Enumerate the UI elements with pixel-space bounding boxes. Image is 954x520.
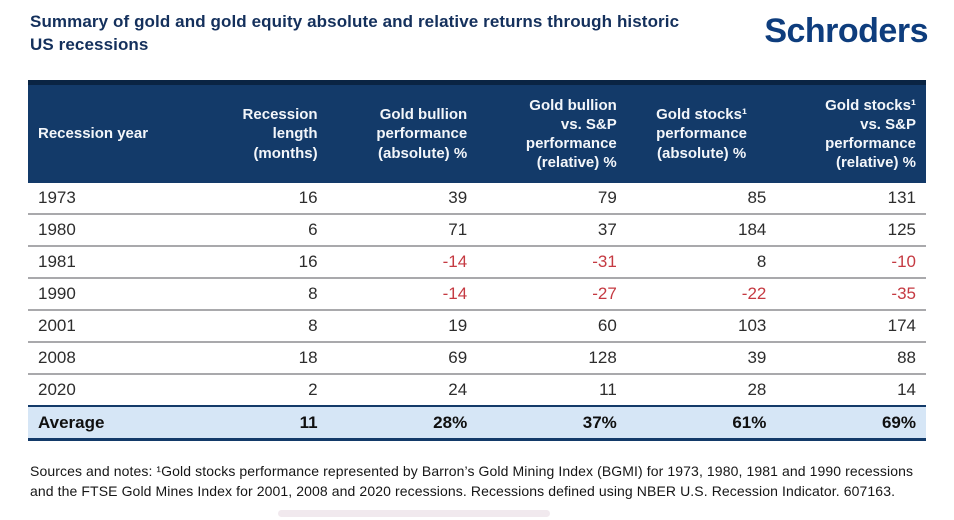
table-row-2008: 2008 18 69 128 39 88 [28, 342, 926, 375]
cell-bullion-relative: 37 [477, 214, 627, 247]
cell-bullion-absolute: 24 [327, 374, 478, 407]
table-row-1973: 1973 16 39 79 85 131 [28, 183, 926, 215]
cell-bullion-absolute: 71 [327, 214, 478, 247]
cell-bullion-relative: 79 [477, 183, 627, 215]
table-row-1980: 1980 6 71 37 184 125 [28, 214, 926, 247]
cell-recession-year: 1973 [28, 183, 178, 215]
cell-recession-length: 16 [178, 183, 328, 215]
table-header-row: Recession year Recession length (months)… [28, 80, 926, 183]
cell-bullion-relative: 11 [477, 374, 627, 407]
table-row-average: Average 11 28% 37% 61% 69% [28, 406, 926, 441]
cell-stocks-absolute: 85 [626, 183, 777, 215]
cell-recession-year: 2001 [28, 310, 178, 343]
cell-average-label: Average [28, 406, 178, 441]
table-row-1981: 1981 16 -14 -31 8 -10 [28, 246, 926, 279]
col-header-recession-year: Recession year [28, 80, 178, 183]
cell-recession-year: 2008 [28, 342, 178, 375]
cell-average-stocks-relative: 69% [776, 406, 926, 441]
cell-stocks-relative: -35 [776, 278, 926, 311]
sources-and-notes: Sources and notes: ¹Gold stocks performa… [30, 463, 914, 500]
cell-recession-year: 1981 [28, 246, 178, 279]
header-band: Summary of gold and gold equity absolute… [0, 0, 954, 57]
cell-average-bullion-relative: 37% [477, 406, 627, 441]
recession-returns-table: Recession year Recession length (months)… [28, 80, 926, 441]
cell-bullion-absolute: -14 [327, 246, 478, 279]
page-title: Summary of gold and gold equity absolute… [30, 12, 680, 55]
cell-stocks-absolute: 184 [626, 214, 777, 247]
col-header-bullion-absolute: Gold bullion performance (absolute) % [327, 80, 478, 183]
cell-stocks-relative: 125 [776, 214, 926, 247]
cell-average-bullion-absolute: 28% [327, 406, 478, 441]
cell-recession-length: 8 [178, 278, 328, 311]
cell-average-stocks-absolute: 61% [626, 406, 777, 441]
col-header-recession-length: Recession length (months) [178, 80, 328, 183]
cell-stocks-relative: 174 [776, 310, 926, 343]
col-header-bullion-relative: Gold bullion vs. S&P performance (relati… [477, 80, 627, 183]
table-body: 1973 16 39 79 85 131 1980 6 71 37 184 12… [28, 183, 926, 441]
col-header-stocks-absolute: Gold stocks¹ performance (absolute) % [626, 80, 777, 183]
cell-bullion-relative: 128 [477, 342, 627, 375]
cell-recession-length: 16 [178, 246, 328, 279]
cell-recession-length: 6 [178, 214, 328, 247]
cell-stocks-relative: 131 [776, 183, 926, 215]
cell-stocks-absolute: -22 [626, 278, 777, 311]
cell-bullion-absolute: -14 [327, 278, 478, 311]
table-row-2001: 2001 8 19 60 103 174 [28, 310, 926, 343]
cell-recession-length: 2 [178, 374, 328, 407]
cell-stocks-relative: 88 [776, 342, 926, 375]
table-header: Recession year Recession length (months)… [28, 80, 926, 183]
schroders-logo: Schroders [764, 12, 928, 50]
cell-bullion-relative: -27 [477, 278, 627, 311]
cell-recession-length: 18 [178, 342, 328, 375]
table-row-1990: 1990 8 -14 -27 -22 -35 [28, 278, 926, 311]
cell-bullion-relative: 60 [477, 310, 627, 343]
cell-bullion-relative: -31 [477, 246, 627, 279]
cell-stocks-absolute: 28 [626, 374, 777, 407]
cell-recession-length: 8 [178, 310, 328, 343]
cell-bullion-absolute: 39 [327, 183, 478, 215]
col-header-stocks-relative: Gold stocks¹ vs. S&P performance (relati… [776, 80, 926, 183]
cell-recession-year: 1980 [28, 214, 178, 247]
bottom-strip [278, 510, 550, 517]
cell-stocks-absolute: 39 [626, 342, 777, 375]
cell-bullion-absolute: 69 [327, 342, 478, 375]
cell-recession-year: 1990 [28, 278, 178, 311]
table-row-2020: 2020 2 24 11 28 14 [28, 374, 926, 407]
cell-recession-year: 2020 [28, 374, 178, 407]
cell-stocks-absolute: 103 [626, 310, 777, 343]
cell-stocks-relative: -10 [776, 246, 926, 279]
cell-average-recession-length: 11 [178, 406, 328, 441]
cell-stocks-absolute: 8 [626, 246, 777, 279]
cell-bullion-absolute: 19 [327, 310, 478, 343]
cell-stocks-relative: 14 [776, 374, 926, 407]
